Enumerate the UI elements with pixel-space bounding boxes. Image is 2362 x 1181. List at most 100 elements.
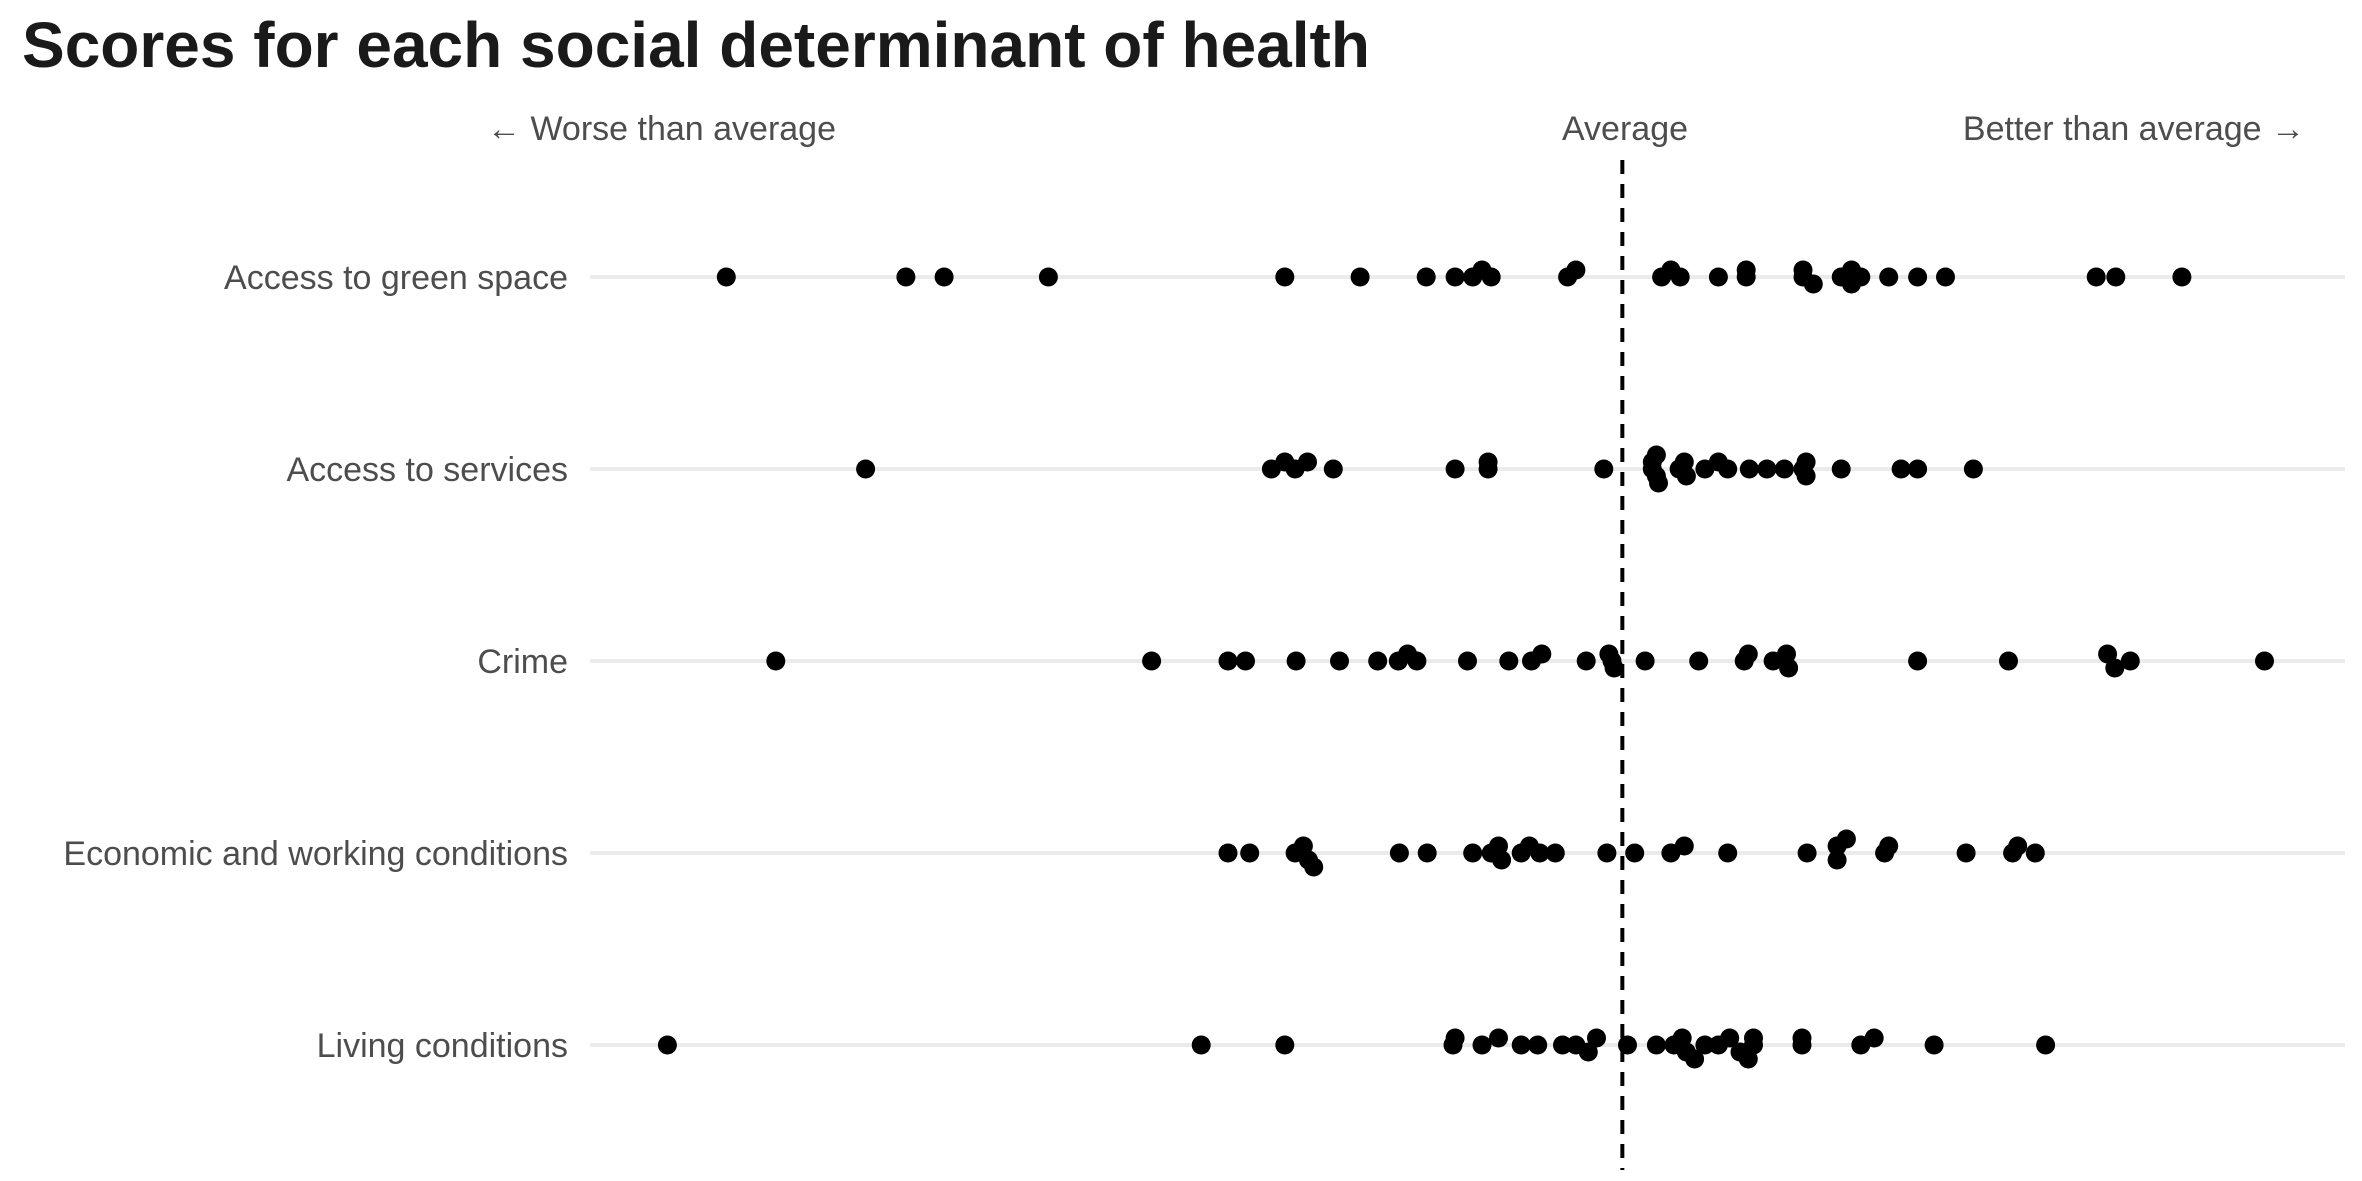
- data-point: [1908, 651, 1928, 671]
- data-point: [1674, 452, 1694, 472]
- data-point: [1445, 459, 1465, 479]
- data-point: [1718, 843, 1738, 863]
- data-point: [1936, 267, 1955, 287]
- data-point: [1879, 267, 1899, 287]
- data-point: [1472, 1035, 1492, 1055]
- data-point: [1275, 267, 1295, 287]
- data-point: [1416, 267, 1436, 287]
- data-point: [1478, 452, 1498, 472]
- data-point: [1275, 1035, 1295, 1055]
- data-point: [2098, 644, 2118, 664]
- data-point: [2086, 267, 2106, 287]
- data-point: [1236, 651, 1255, 671]
- category-label: Crime: [477, 643, 568, 681]
- data-point: [1530, 843, 1550, 863]
- data-point: [1417, 843, 1437, 863]
- data-point: [1458, 651, 1477, 671]
- category-label: Living conditions: [317, 1027, 568, 1065]
- data-point: [1831, 459, 1851, 479]
- data-point: [1738, 644, 1758, 664]
- data-point: [1304, 857, 1324, 877]
- data-point: [1649, 473, 1668, 493]
- category-label: Access to green space: [224, 259, 568, 297]
- data-point: [1720, 1028, 1740, 1048]
- data-point: [1891, 459, 1911, 479]
- data-point: [2255, 651, 2274, 671]
- data-point: [1511, 1035, 1531, 1055]
- data-point: [1879, 836, 1899, 856]
- data-point: [896, 267, 916, 287]
- category-label: Economic and working conditions: [63, 835, 568, 873]
- data-point: [1836, 829, 1856, 849]
- data-point: [657, 1035, 677, 1055]
- data-point: [1368, 651, 1388, 671]
- data-point: [1240, 843, 1260, 863]
- data-point: [766, 651, 786, 671]
- data-point: [1774, 459, 1794, 479]
- data-point: [1191, 1035, 1211, 1055]
- data-point: [1587, 1028, 1606, 1048]
- average-label: Average: [1562, 110, 1688, 148]
- data-point: [934, 267, 954, 287]
- data-point: [1796, 452, 1816, 472]
- data-point: [1999, 651, 2018, 671]
- direction-labels: ← Worse than average Average Better than…: [487, 110, 2305, 148]
- data-point: [1635, 651, 1655, 671]
- data-point: [1330, 651, 1349, 671]
- data-point: [2105, 658, 2125, 678]
- better-than-average-label: Better than average →: [1963, 110, 2305, 148]
- data-point: [1674, 836, 1694, 856]
- data-point: [1956, 843, 1976, 863]
- data-point: [1625, 843, 1645, 863]
- data-point: [1545, 843, 1565, 863]
- data-point: [1481, 267, 1501, 287]
- data-point: [1566, 260, 1586, 280]
- data-point: [1851, 267, 1871, 287]
- data-point: [1553, 1035, 1572, 1055]
- data-point: [1792, 1028, 1812, 1048]
- data-point: [1827, 850, 1847, 870]
- category-label: Access to services: [286, 451, 568, 489]
- data-point: [1689, 651, 1709, 671]
- data-point: [1685, 1049, 1705, 1069]
- data-point: [1597, 843, 1617, 863]
- data-point: [1718, 459, 1738, 479]
- data-point: [1924, 1035, 1944, 1055]
- worse-than-average-label: ← Worse than average: [487, 110, 836, 148]
- data-point: [1218, 651, 1238, 671]
- category-labels: Access to green space Access to services C…: [63, 259, 568, 1065]
- data-point: [1676, 466, 1696, 486]
- data-point: [1779, 658, 1799, 678]
- data-point: [2025, 843, 2045, 863]
- data-point: [1908, 459, 1928, 479]
- data-point: [1708, 267, 1728, 287]
- data-point: [1739, 459, 1759, 479]
- data-point: [1142, 651, 1162, 671]
- data-point: [1646, 1035, 1666, 1055]
- data-point: [1286, 651, 1306, 671]
- data-point: [1350, 267, 1370, 287]
- data-point: [1695, 1035, 1715, 1055]
- data-point: [1528, 1035, 1548, 1055]
- data-point: [1963, 459, 1983, 479]
- data-point: [1670, 267, 1690, 287]
- data-point: [1646, 445, 1666, 465]
- data-point: [1803, 274, 1823, 294]
- data-point: [1757, 459, 1777, 479]
- data-point: [1389, 843, 1409, 863]
- data-point: [2106, 267, 2126, 287]
- data-point: [1445, 267, 1465, 287]
- data-point: [1908, 267, 1928, 287]
- data-point: [1594, 459, 1614, 479]
- data-point: [1777, 644, 1796, 664]
- data-point: [1736, 260, 1756, 280]
- data-point: [1499, 651, 1519, 671]
- data-points: [657, 260, 2274, 1069]
- data-point: [1298, 452, 1317, 472]
- data-point: [1407, 651, 1427, 671]
- data-point: [1492, 850, 1512, 870]
- data-point: [1038, 267, 1058, 287]
- data-point: [2172, 267, 2192, 287]
- data-point: [1489, 1028, 1508, 1048]
